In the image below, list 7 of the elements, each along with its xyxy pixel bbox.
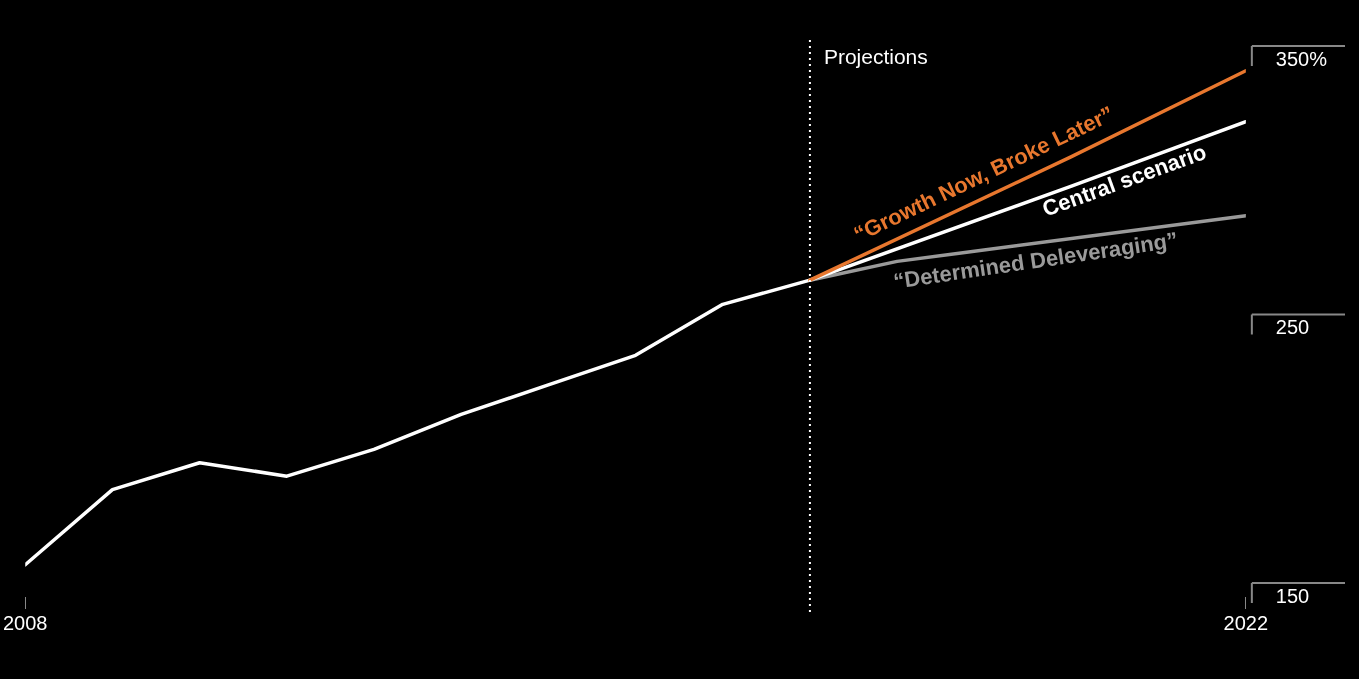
ref-line-label: Projections xyxy=(823,45,928,69)
x-tick-label: 2022 xyxy=(1223,611,1269,634)
text: “Determined Deleveraging” xyxy=(891,227,1180,294)
y-tick-label: 350% xyxy=(1275,47,1328,70)
y-tick-label: 150 xyxy=(1275,584,1310,607)
y-tick-label: 250 xyxy=(1275,316,1310,339)
x-tick-label: 2008 xyxy=(3,611,48,634)
